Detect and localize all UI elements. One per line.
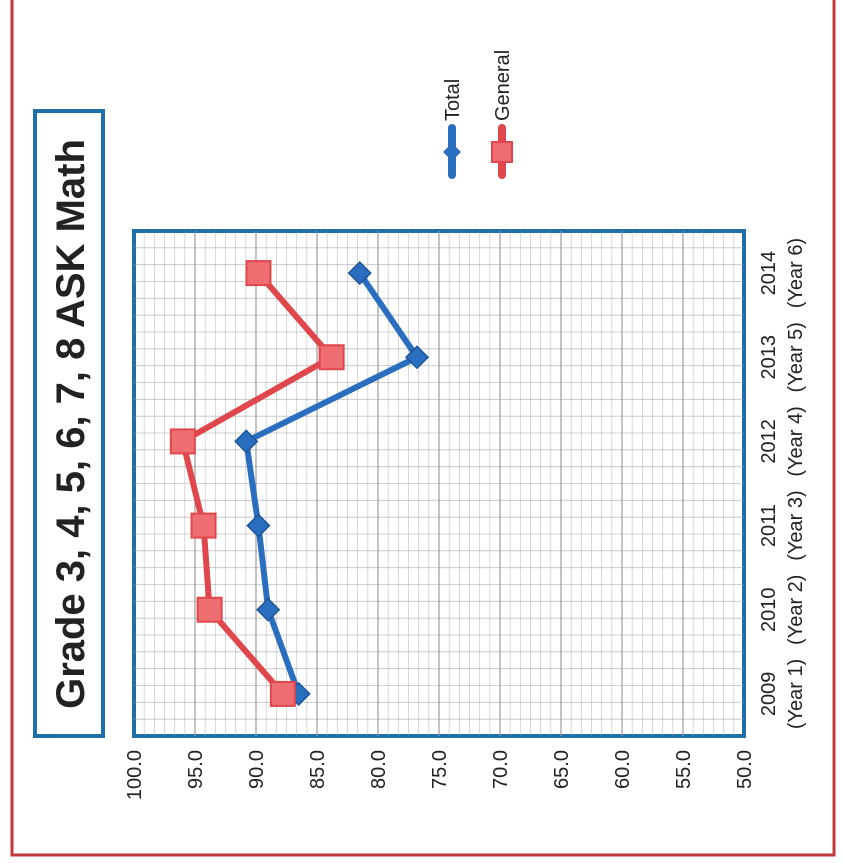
data-point-total bbox=[234, 429, 259, 454]
series-lines bbox=[169, 260, 430, 707]
x-category-label: 2013 bbox=[758, 335, 780, 380]
x-category-sublabel: (Year 1) bbox=[785, 659, 807, 729]
y-tick-label: 95.0 bbox=[185, 750, 207, 789]
x-category-sublabel: (Year 6) bbox=[785, 238, 807, 308]
data-point-general bbox=[245, 260, 272, 287]
y-tick-label: 85.0 bbox=[307, 750, 329, 789]
series-line-general bbox=[179, 271, 335, 696]
data-point-total bbox=[347, 261, 372, 286]
x-category-sublabel: (Year 3) bbox=[785, 490, 807, 560]
x-category-label: 2012 bbox=[758, 419, 780, 464]
y-tick-label: 80.0 bbox=[368, 750, 390, 789]
x-category-label: 2014 bbox=[758, 251, 780, 296]
y-tick-label: 75.0 bbox=[429, 750, 451, 789]
x-axis-categories: 2009 (Year 1) 2010 (Year 2) 2011 (Year 3) 2012… bbox=[758, 238, 807, 729]
x-category-sublabel: (Year 2) bbox=[785, 575, 807, 645]
plot-area bbox=[132, 229, 746, 738]
y-tick-label: 90.0 bbox=[246, 750, 268, 789]
legend-marker bbox=[443, 143, 461, 161]
outer-frame bbox=[10, 0, 836, 857]
x-category-label: 2010 bbox=[758, 588, 780, 633]
y-tick-label: 65.0 bbox=[551, 750, 573, 789]
data-point-total bbox=[256, 597, 281, 622]
y-tick-label: 70.0 bbox=[490, 750, 512, 789]
legend-marker bbox=[491, 141, 513, 163]
chart-title: Grade 3, 4, 5, 6, 7, 8 ASK Math bbox=[49, 139, 93, 709]
y-tick-label: 100.0 bbox=[124, 750, 146, 800]
data-point-general bbox=[169, 428, 196, 455]
legend: Total General bbox=[442, 50, 514, 179]
series-line-total bbox=[243, 271, 421, 695]
x-category-label: 2009 bbox=[758, 672, 780, 717]
legend-label-total: Total bbox=[442, 79, 464, 121]
x-category-sublabel: (Year 4) bbox=[785, 406, 807, 476]
data-point-general bbox=[196, 596, 223, 623]
y-tick-label: 55.0 bbox=[673, 750, 695, 789]
data-point-total bbox=[246, 513, 271, 538]
x-category-sublabel: (Year 5) bbox=[785, 322, 807, 392]
data-point-general bbox=[190, 512, 217, 539]
legend-label-general: General bbox=[492, 50, 514, 121]
data-point-general bbox=[318, 344, 345, 371]
data-point-general bbox=[269, 680, 296, 707]
x-category-label: 2011 bbox=[758, 504, 780, 547]
chart-title-box: Grade 3, 4, 5, 6, 7, 8 ASK Math bbox=[33, 109, 105, 738]
y-tick-label: 50.0 bbox=[734, 750, 756, 789]
y-axis-ticks: 100.0 95.0 90.0 85.0 80.0 75.0 70.0 65.0 60.0 55.… bbox=[124, 750, 756, 800]
y-tick-label: 60.0 bbox=[612, 750, 634, 789]
data-point-total bbox=[404, 345, 430, 370]
